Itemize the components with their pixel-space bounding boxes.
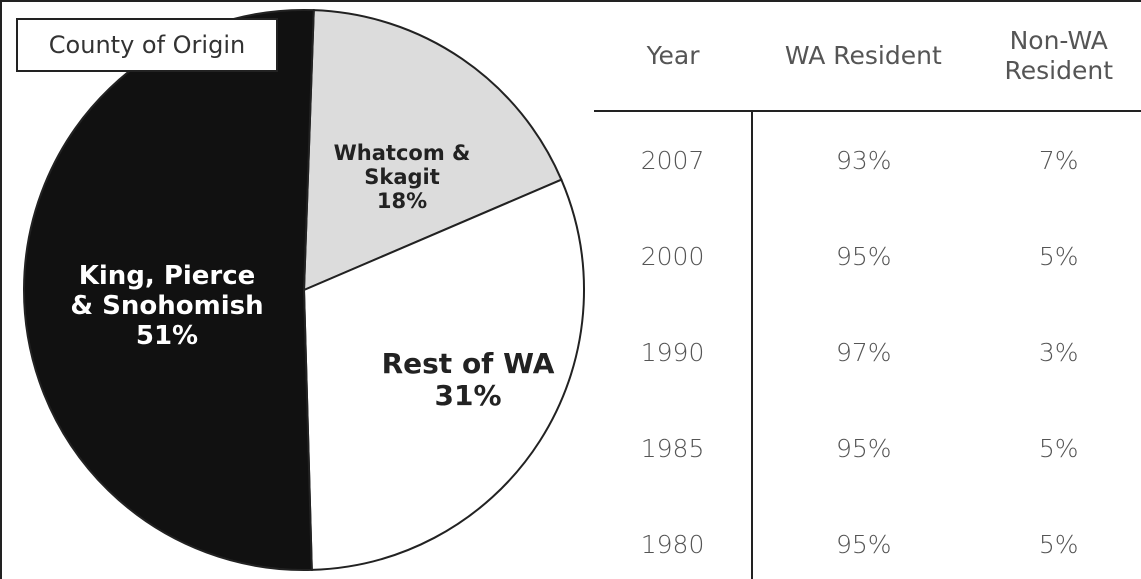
table-cell: 95% [836,433,892,463]
pie-chart [23,9,585,571]
table-row: 1990 97% 3% [594,304,1141,400]
table-row: 1985 95% 5% [594,400,1141,496]
slice-label: Rest of WA 31% [363,346,573,412]
residency-table: Year WA Resident Non-WA Resident 2007 93% 7% 2… [594,2,1141,579]
pie-slice [302,9,563,292]
table-cell: 93% [836,145,892,175]
table-cell: 7% [1038,145,1079,175]
column-header: WA Resident [752,2,975,112]
slice-name: Rest of WA [381,346,555,380]
table-cell: 1985 [594,400,754,496]
slice-label: King, Pierce & Snohomish 51% [67,261,267,352]
column-header: Year [594,2,753,112]
table-cell: 1980 [594,496,754,579]
table-cell: 95% [836,241,892,271]
table-cell: 5% [1038,529,1079,559]
table-row: 2000 95% 5% [594,208,1141,304]
slice-label: Whatcom & Skagit 18% [332,141,472,213]
table-cell: 95% [836,529,892,559]
table-cell: 2007 [594,111,754,208]
table-cell: 3% [1038,337,1079,367]
chart-title: County of Origin [16,18,278,72]
table-cell: 5% [1038,433,1079,463]
pie-slice [302,178,585,571]
slice-name: Whatcom & Skagit [333,140,471,189]
column-header: Non-WA Resident [974,2,1141,112]
table-row: 2007 93% 7% [594,111,1141,208]
table-cell: 5% [1038,241,1079,271]
slice-value: 51% [135,320,199,351]
table-row: 1980 95% 5% [594,496,1141,579]
table-cell: 2000 [594,208,754,304]
table-cell: 97% [836,337,892,367]
slice-value: 18% [376,189,428,214]
slice-name: King, Pierce & Snohomish [70,261,264,322]
slice-value: 31% [434,379,502,412]
table-cell: 1990 [594,304,754,400]
